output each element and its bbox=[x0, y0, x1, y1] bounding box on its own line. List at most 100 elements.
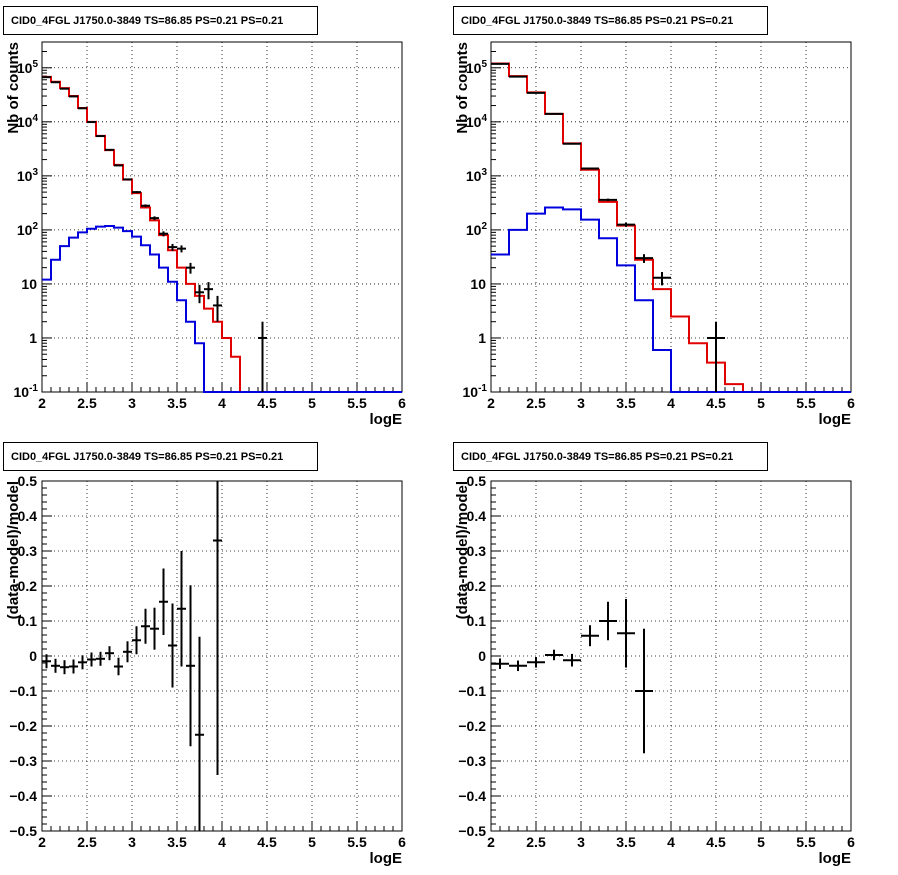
x-tick-label: 4.5 bbox=[706, 834, 726, 850]
x-tick-label: 6 bbox=[398, 395, 406, 411]
y-tick-label: −0.4 bbox=[9, 788, 37, 804]
x-tick-label: 2 bbox=[487, 395, 495, 411]
y-tick-label: −0.1 bbox=[9, 683, 37, 699]
x-tick-label: 2 bbox=[487, 834, 495, 850]
y-tick-label: 0.4 bbox=[467, 508, 487, 524]
y-tick-label: 102 bbox=[466, 221, 488, 238]
data-point bbox=[653, 272, 671, 286]
title-box bbox=[453, 6, 768, 35]
y-tick-label: 0.4 bbox=[18, 508, 38, 524]
data-point bbox=[114, 657, 123, 676]
data-point bbox=[60, 660, 69, 675]
x-tick-label: 4.5 bbox=[706, 395, 726, 411]
data-point bbox=[87, 652, 96, 667]
data-point bbox=[132, 191, 141, 194]
data-point bbox=[509, 660, 527, 672]
y-tick-label: 103 bbox=[17, 167, 39, 184]
data-point bbox=[141, 204, 150, 208]
data-point bbox=[491, 658, 509, 669]
x-tick-label: 6 bbox=[847, 395, 855, 411]
y-axis-label: (data-model)/model bbox=[454, 481, 471, 619]
y-axis-label: Nb of counts bbox=[454, 42, 471, 134]
chart-panel-4: CID0_4FGL J1750.0-3849 TS=86.85 PS=0.21 … bbox=[453, 442, 855, 867]
x-axis-label: logE bbox=[819, 411, 852, 428]
x-tick-label: 4.5 bbox=[257, 834, 277, 850]
y-tick-label: −0.5 bbox=[458, 823, 486, 839]
data-point bbox=[635, 628, 653, 754]
data-point bbox=[168, 603, 177, 688]
y-tick-label: −0.4 bbox=[458, 788, 486, 804]
data-point bbox=[213, 295, 222, 322]
title-box bbox=[3, 442, 318, 471]
y-tick-label: 10 bbox=[470, 276, 486, 292]
data-point bbox=[545, 649, 563, 661]
y-tick-label: 0.5 bbox=[18, 473, 38, 489]
x-axis-label: logE bbox=[370, 411, 403, 428]
chart-title: CID0_4FGL J1750.0-3849 TS=86.85 PS=0.21 … bbox=[461, 451, 733, 463]
x-tick-label: 4 bbox=[667, 834, 675, 850]
x-tick-label: 5.5 bbox=[796, 834, 816, 850]
data-point bbox=[159, 568, 168, 635]
y-tick-label: 1 bbox=[29, 330, 37, 346]
x-tick-label: 5 bbox=[757, 395, 765, 411]
data-point bbox=[213, 481, 222, 775]
chart-panel-1: CID0_4FGL J1750.0-3849 TS=86.85 PS=0.21 … bbox=[3, 6, 406, 428]
y-tick-label: 1 bbox=[478, 330, 486, 346]
y-tick-label: 0.3 bbox=[467, 543, 487, 559]
data-point bbox=[96, 651, 105, 666]
x-tick-label: 5.5 bbox=[347, 395, 367, 411]
title-box bbox=[3, 6, 318, 35]
data-point bbox=[186, 585, 195, 747]
x-tick-label: 5 bbox=[757, 834, 765, 850]
data-point bbox=[177, 245, 186, 253]
data-point bbox=[581, 167, 599, 170]
data-point bbox=[707, 321, 725, 392]
data-point bbox=[132, 626, 141, 655]
data-point bbox=[581, 625, 599, 647]
data-point bbox=[123, 178, 132, 181]
y-tick-label: −0.2 bbox=[9, 718, 37, 734]
y-tick-label: −0.3 bbox=[458, 753, 486, 769]
y-tick-label: 104 bbox=[466, 113, 488, 130]
y-tick-label: −0.3 bbox=[9, 753, 37, 769]
data-point bbox=[141, 608, 150, 644]
data-point bbox=[123, 641, 132, 663]
data-point bbox=[177, 551, 186, 667]
data-point bbox=[51, 658, 60, 673]
chart-panel-2: CID0_4FGL J1750.0-3849 TS=86.85 PS=0.21 … bbox=[453, 6, 855, 428]
y-tick-label: 0 bbox=[478, 648, 486, 664]
y-tick-label: 0 bbox=[29, 648, 37, 664]
y-tick-label: 10-1 bbox=[14, 383, 39, 400]
x-tick-label: 3 bbox=[128, 834, 136, 850]
source_model-histogram bbox=[491, 206, 851, 393]
x-tick-label: 4 bbox=[218, 834, 226, 850]
y-tick-label: 103 bbox=[466, 167, 488, 184]
x-tick-label: 5.5 bbox=[796, 395, 816, 411]
x-tick-label: 4 bbox=[667, 395, 675, 411]
y-tick-label: −0.5 bbox=[9, 823, 37, 839]
data-point bbox=[195, 636, 204, 831]
data-point bbox=[150, 216, 159, 221]
x-tick-label: 2 bbox=[38, 395, 46, 411]
x-tick-label: 3 bbox=[577, 395, 585, 411]
y-tick-label: −0.1 bbox=[458, 683, 486, 699]
x-tick-label: 2.5 bbox=[77, 395, 97, 411]
y-tick-label: 0.1 bbox=[18, 613, 38, 629]
data-point bbox=[150, 607, 159, 650]
x-tick-label: 5 bbox=[308, 834, 316, 850]
x-tick-label: 3 bbox=[577, 834, 585, 850]
data-point bbox=[159, 231, 168, 237]
chart-title: CID0_4FGL J1750.0-3849 TS=86.85 PS=0.21 … bbox=[11, 15, 283, 27]
x-tick-label: 2.5 bbox=[526, 395, 546, 411]
source_model-histogram bbox=[42, 225, 402, 393]
data-point bbox=[42, 654, 51, 669]
x-tick-label: 2.5 bbox=[77, 834, 97, 850]
chart-title: CID0_4FGL J1750.0-3849 TS=86.85 PS=0.21 … bbox=[461, 15, 733, 27]
y-tick-label: 0.3 bbox=[18, 543, 38, 559]
data-point bbox=[599, 601, 617, 641]
data-point bbox=[563, 653, 581, 667]
x-tick-label: 3.5 bbox=[616, 834, 636, 850]
data-point bbox=[69, 659, 78, 674]
data-point bbox=[78, 655, 87, 670]
